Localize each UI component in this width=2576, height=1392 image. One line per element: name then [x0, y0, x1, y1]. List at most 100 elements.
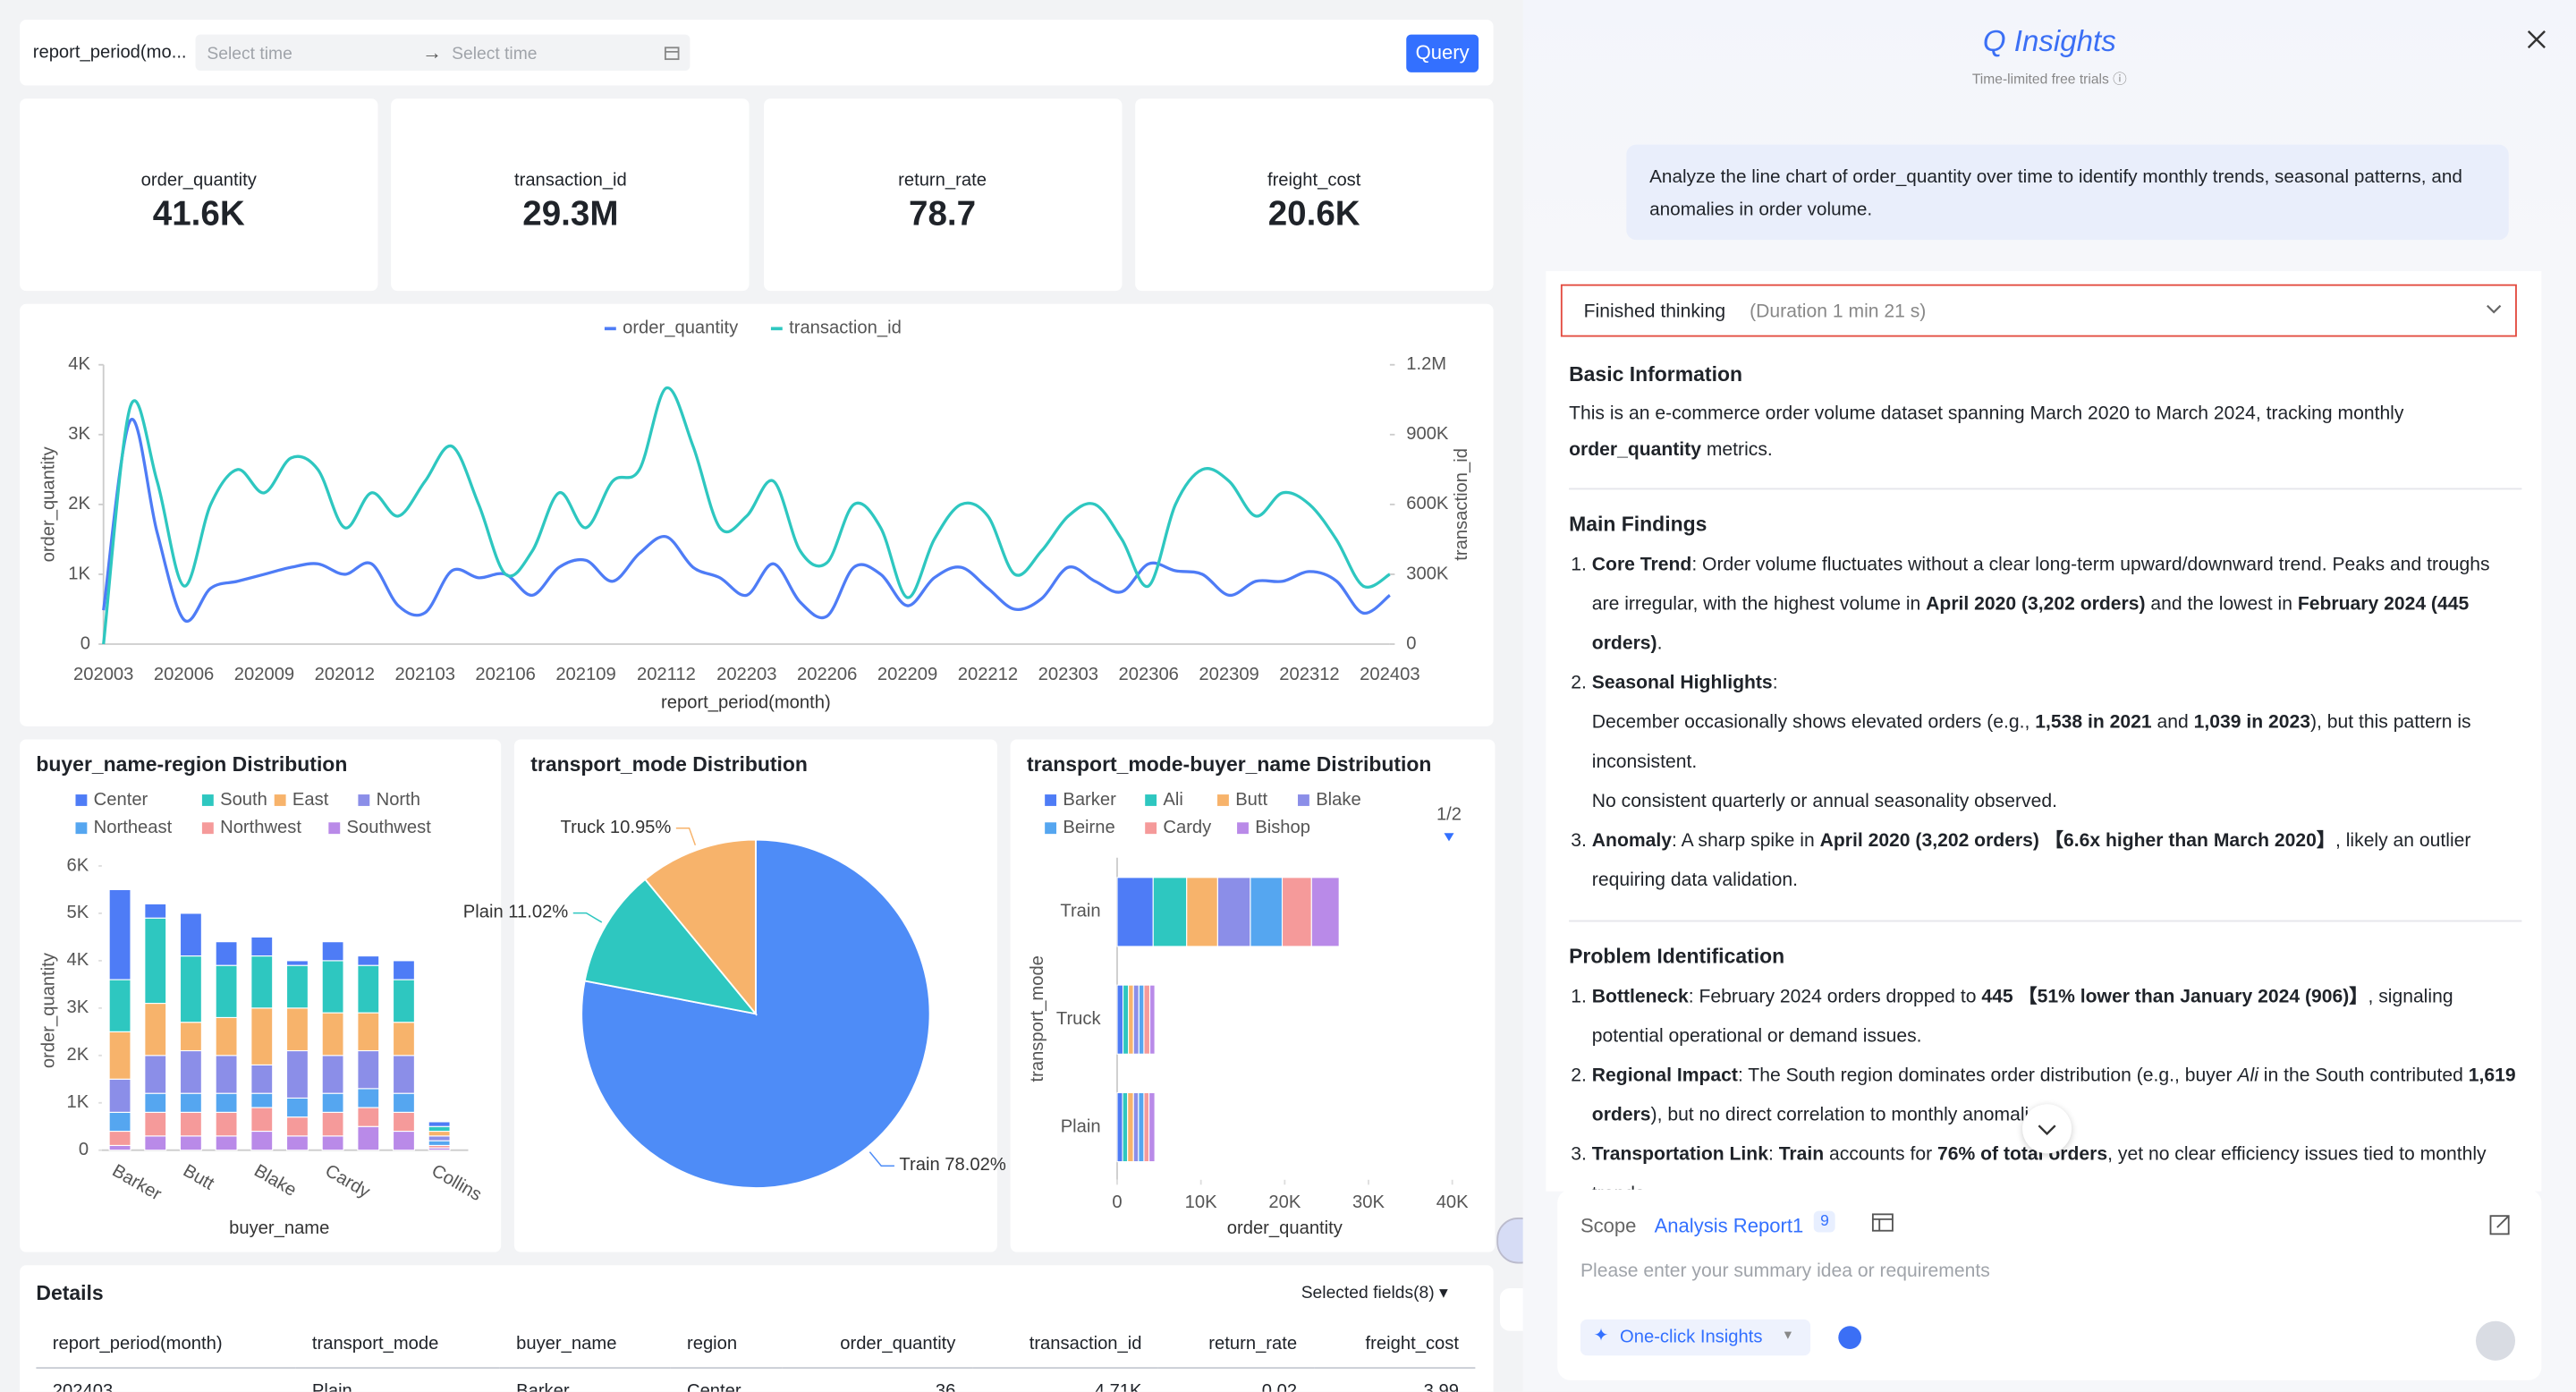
legend-label: Northwest: [220, 818, 301, 837]
bar-segment: [357, 1125, 380, 1151]
bold-text: 445 【51% lower than January 2024 (906)】: [1981, 987, 2368, 1007]
legend-swatch: [1145, 822, 1157, 835]
y-axis-title: order_quantity: [38, 952, 58, 1068]
start-date[interactable]: Select time: [207, 44, 292, 64]
bar-segment: [1310, 877, 1340, 947]
bar-segment: [250, 1107, 274, 1133]
x-tick-label: 202006: [154, 665, 214, 684]
bold-text: April 2020 (3,202 orders): [1926, 594, 2146, 615]
list-item: Seasonal Highlights: December occasionall…: [1592, 664, 2522, 821]
legend-swatch: [1045, 794, 1057, 806]
y-axis-title: transport_mode: [1028, 955, 1047, 1082]
line-panel: [20, 303, 1494, 726]
legend-swatch: [274, 794, 286, 806]
bar-segment: [144, 1111, 167, 1137]
model-icon[interactable]: [1838, 1326, 1862, 1349]
y-tick-label: Truck: [1056, 1009, 1102, 1029]
details-title: Details: [36, 1281, 104, 1305]
prompt-text: Analyze the line chart of order_quantity…: [1649, 167, 2462, 220]
answer-card: Finished thinking (Duration 1 min 21 s) …: [1546, 271, 2542, 1192]
bold-text: Bottleneck: [1591, 987, 1689, 1007]
column-header: return_rate: [1208, 1333, 1298, 1354]
item-text: Seasonal Highlights:: [1592, 664, 2522, 703]
date-range[interactable]: Select time → Select time: [195, 34, 691, 71]
item-text: Core Trend: Order volume fluctuates with…: [1592, 546, 2522, 664]
insights-button-label[interactable]: One-click Insights: [1620, 1328, 1763, 1348]
send-button[interactable]: [2475, 1320, 2516, 1361]
range-arrow: →: [422, 40, 443, 64]
bar-segment: [357, 1088, 380, 1108]
italic-text: Ali: [2237, 1066, 2258, 1087]
fields-label[interactable]: Selected fields(8): [1301, 1283, 1435, 1303]
list-item: Transportation Link: Train accounts for …: [1592, 1135, 2522, 1191]
bar-segment: [428, 1140, 451, 1146]
text: and the lowest in: [2145, 594, 2298, 615]
x-tick-label: Collins: [428, 1161, 485, 1205]
bold-text: 1,039 in 2023: [2193, 713, 2310, 734]
x-tick-label: Blake: [250, 1161, 300, 1201]
item-text: Transportation Link: Train accounts for …: [1592, 1135, 2522, 1191]
edit-icon[interactable]: [2489, 1213, 2512, 1236]
close-button[interactable]: [2527, 30, 2546, 49]
scroll-down[interactable]: [2022, 1104, 2072, 1154]
bar-segment: [1116, 877, 1154, 947]
text: and: [2151, 713, 2194, 734]
fields-button[interactable]: Selected fields(8) ▾: [1301, 1283, 1448, 1303]
legend-swatch: [75, 822, 88, 835]
bar-segment: [215, 1135, 238, 1151]
query-button[interactable]: Query: [1406, 34, 1479, 72]
bar-segment: [428, 1135, 451, 1142]
legend-label: Center: [94, 790, 148, 810]
expand-icon[interactable]: [2486, 304, 2502, 318]
legend-label: Blake: [1316, 790, 1361, 810]
legend-label: Beirne: [1063, 818, 1114, 837]
bar-segment: [144, 903, 167, 919]
calendar-icon: [664, 47, 680, 61]
text: December occasionally shows elevated ord…: [1591, 713, 2036, 734]
divider: [1569, 920, 2522, 922]
bold-text: Transportation Link: [1591, 1145, 1768, 1166]
input-placeholder[interactable]: Please enter your summary idea or requir…: [1580, 1261, 1990, 1282]
bar-segment: [392, 979, 415, 1023]
kpi-label: order_quantity: [140, 171, 257, 191]
table-icon[interactable]: [1871, 1213, 1894, 1233]
bold-text: April 2020 (3,202 orders): [1819, 831, 2039, 852]
x-tick-label: 10K: [1185, 1193, 1217, 1212]
bar-segment: [321, 1055, 344, 1094]
y-tick-label: 1K: [66, 1092, 89, 1112]
report-link[interactable]: Analysis Report1: [1654, 1214, 1804, 1238]
bold-text: Core Trend: [1591, 555, 1692, 575]
bar-segment: [285, 960, 309, 966]
bar-segment: [1143, 1091, 1150, 1163]
kpi-card: order_quantity 41.6K: [20, 98, 378, 292]
bold-text: Seasonal Highlights: [1591, 674, 1773, 694]
bar-segment: [1128, 984, 1134, 1055]
end-date[interactable]: Select time: [452, 44, 538, 64]
kpi-value: 20.6K: [1267, 195, 1360, 233]
kpi-card: freight_cost 20.6K: [1134, 98, 1494, 292]
dropdown[interactable]: ▾: [1784, 1326, 1792, 1343]
bar-segment: [250, 1064, 274, 1094]
legend-label: Barker: [1063, 790, 1116, 810]
bar-segment: [357, 955, 380, 966]
input-box[interactable]: Scope Analysis Report1 9 Please enter yo…: [1557, 1189, 2542, 1380]
legend-label: Butt: [1235, 790, 1267, 810]
list: Bottleneck: February 2024 orders dropped…: [1569, 978, 2521, 1192]
legend-swatch: [1145, 794, 1157, 806]
text: : Order volume fluctuates without a clea…: [1591, 555, 2490, 615]
thinking-box[interactable]: Finished thinking (Duration 1 min 21 s): [1560, 284, 2517, 337]
bar-segment: [215, 1055, 238, 1094]
line-series: [102, 418, 1391, 624]
y-axis-title: order_quantity: [38, 446, 58, 562]
slice-label: Truck 10.95%: [561, 818, 672, 837]
x-tick-label: 30K: [1352, 1193, 1385, 1212]
thinking-duration: (Duration 1 min 21 s): [1750, 301, 1927, 323]
bar-segment: [108, 1144, 131, 1151]
table-cell: 0.02: [1158, 1367, 1314, 1392]
x-tick-label: 202203: [716, 665, 776, 684]
bar-segment: [108, 1078, 131, 1113]
x-tick-label: 202209: [877, 665, 937, 684]
insights-button[interactable]: One-click Insights ✦ ▾: [1580, 1319, 1811, 1356]
bar-segment: [215, 1092, 238, 1113]
filter-field: report_period(mo...: [32, 42, 187, 63]
